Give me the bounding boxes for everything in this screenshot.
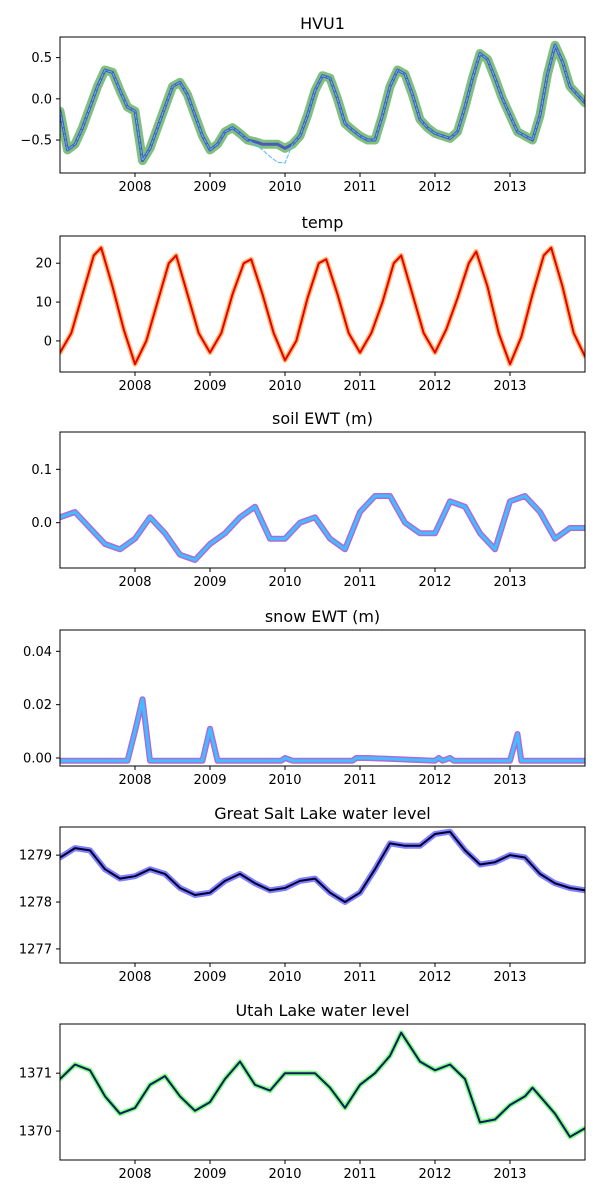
chart-title: temp [302, 213, 344, 232]
y-tick-label: −0.5 [20, 134, 52, 149]
x-tick-label: 2012 [418, 575, 451, 590]
chart-title: soil EWT (m) [272, 409, 373, 428]
subplot-4: snow EWT (m) 2008 2009 2010 2011 2012 2013 0.00… [23, 607, 586, 788]
x-tick-label: 2009 [193, 575, 226, 590]
axes-frame [59, 36, 586, 174]
y-tick-label: 0.0 [31, 92, 52, 107]
axes-frame [59, 826, 586, 964]
subplot-6: Utah Lake water level 2008 2009 2010 2011 201… [19, 1001, 586, 1182]
x-tick-label: 2010 [268, 379, 301, 394]
y-tick-label: 1279 [19, 849, 52, 864]
y-tick-label: 1277 [19, 942, 52, 957]
chart-title: HVU1 [300, 14, 345, 33]
series-line-line [60, 697, 585, 763]
y-tick-label: 0.1 [31, 463, 52, 478]
x-tick-label: 2008 [118, 575, 151, 590]
x-tick-label: 2010 [268, 180, 301, 195]
x-tick-label: 2011 [343, 970, 376, 985]
x-tick-label: 2010 [268, 773, 301, 788]
y-tick-label: 20 [35, 257, 52, 272]
chart-title: Utah Lake water level [235, 1001, 409, 1020]
x-tick-label: 2008 [118, 773, 151, 788]
series-group [60, 696, 585, 764]
x-tick-label: 2011 [343, 1167, 376, 1182]
x-tick-label: 2011 [343, 575, 376, 590]
x-tick-label: 2008 [118, 379, 151, 394]
x-tick-label: 2013 [493, 575, 526, 590]
x-tick-label: 2013 [493, 1167, 526, 1182]
x-tick-label: 2013 [493, 970, 526, 985]
subplot-1: HVU1 2008 2009 2010 2011 2012 2013 −0.5 0.0 0.5 [20, 14, 586, 195]
subplot-2: temp 2008 2009 2010 2011 2012 2013 0 10 20 [35, 213, 586, 394]
x-tick-label: 2012 [418, 970, 451, 985]
series-line-line [60, 494, 585, 562]
x-tick-label: 2009 [193, 970, 226, 985]
axes-frame [59, 1023, 586, 1161]
x-tick-label: 2012 [418, 379, 451, 394]
series-line-line [60, 246, 585, 366]
chart-title: Great Salt Lake water level [214, 804, 430, 823]
y-tick-label: 0.00 [23, 752, 52, 767]
series-line-dashed [60, 44, 585, 164]
series-group [60, 828, 585, 905]
axes-frame [59, 235, 586, 373]
y-tick-label: 0.5 [31, 51, 52, 66]
x-tick-label: 2008 [118, 180, 151, 195]
y-tick-label: 1278 [19, 896, 52, 911]
subplot-5: Great Salt Lake water level 2008 2009 2010 2… [19, 804, 586, 985]
x-tick-label: 2010 [268, 575, 301, 590]
chart-title: snow EWT (m) [265, 607, 380, 626]
series-line-band [60, 245, 585, 367]
series-group [60, 1030, 585, 1140]
series-group [60, 40, 585, 166]
y-tick-label: 10 [35, 296, 52, 311]
y-tick-label: 0 [44, 334, 52, 349]
axes-frame [59, 431, 586, 569]
x-tick-label: 2008 [118, 970, 151, 985]
subplot-3: soil EWT (m) 2008 2009 2010 2011 2012 2013 0.0 0… [31, 409, 586, 590]
x-tick-label: 2013 [493, 379, 526, 394]
x-tick-label: 2011 [343, 773, 376, 788]
series-line-band [60, 1030, 585, 1140]
y-tick-label: 0.02 [23, 698, 52, 713]
y-tick-label: 1370 [19, 1125, 52, 1140]
x-tick-label: 2010 [268, 1167, 301, 1182]
y-tick-label: 0.04 [23, 645, 52, 660]
x-tick-label: 2011 [343, 379, 376, 394]
series-line-line [60, 830, 585, 903]
y-tick-label: 0.0 [31, 516, 52, 531]
x-tick-label: 2012 [418, 1167, 451, 1182]
x-tick-label: 2008 [118, 1167, 151, 1182]
series-group [60, 245, 585, 367]
x-tick-label: 2009 [193, 1167, 226, 1182]
series-line-band [60, 696, 585, 764]
x-tick-label: 2013 [493, 773, 526, 788]
series-line-band [60, 828, 585, 905]
y-tick-label: 1371 [19, 1067, 52, 1082]
x-tick-label: 2013 [493, 180, 526, 195]
axes-frame [59, 629, 586, 767]
x-tick-label: 2010 [268, 970, 301, 985]
x-tick-label: 2012 [418, 773, 451, 788]
series-group [60, 493, 585, 563]
x-tick-label: 2009 [193, 379, 226, 394]
series-line-line [60, 1031, 585, 1138]
x-tick-label: 2012 [418, 180, 451, 195]
x-tick-label: 2009 [193, 773, 226, 788]
x-tick-label: 2009 [193, 180, 226, 195]
x-tick-label: 2011 [343, 180, 376, 195]
